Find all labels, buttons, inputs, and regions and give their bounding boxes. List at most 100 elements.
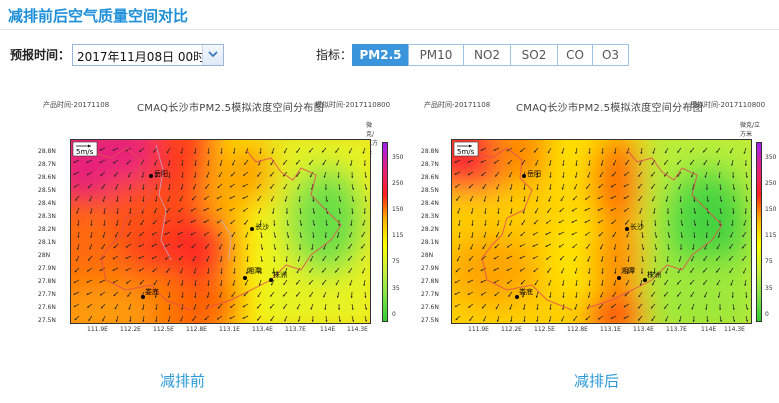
indicator-pm25-button[interactable]: PM2.5 <box>352 44 409 66</box>
city-yueyang: 岳阳 <box>527 169 541 178</box>
colorbar-unit: 微克/立方米 <box>740 122 761 138</box>
city-zhuzhou: 株洲 <box>647 270 661 279</box>
wind-scale-label: 5m/s <box>76 148 94 156</box>
lat-tick: 28N <box>38 252 51 259</box>
forecast-time-select[interactable]: 2017年11月08日 00时 <box>72 44 224 66</box>
forecast-time-label: 预报时间： <box>10 48 71 62</box>
map-after-panel: 产品时间-20171108 CMAQ长沙市PM2.5模拟浓度空间分布图 模拟时间… <box>418 100 776 345</box>
colorbar-tick: 250 <box>765 180 777 187</box>
lat-tick: 28.8N <box>38 148 56 155</box>
colorbar-tick: 35 <box>392 285 400 292</box>
indicator-so2-button[interactable]: SO2 <box>510 44 558 66</box>
concentration-map-before: 5m/s 岳阳 长沙 湘潭 株洲 娄底 <box>70 139 371 324</box>
lat-tick: 28.7N <box>421 161 439 168</box>
lon-tick: 113.4E <box>252 326 273 333</box>
lat-tick: 27.8N <box>421 278 439 285</box>
lat-tick: 28.7N <box>38 161 56 168</box>
colorbar-tick: 115 <box>765 232 777 239</box>
dropdown-arrow-icon[interactable] <box>202 45 223 65</box>
lon-tick: 114.3E <box>724 326 745 333</box>
map-product-time: 产品时间-20171108 <box>43 101 110 109</box>
lat-tick: 27.9N <box>421 265 439 272</box>
lat-tick: 28.2N <box>38 226 56 233</box>
city-zhuzhou: 株洲 <box>273 270 287 279</box>
before-caption: 减排前 <box>160 372 206 390</box>
map-title: CMAQ长沙市PM2.5模拟浓度空间分布图 <box>516 103 704 114</box>
colorbar-tick: 150 <box>392 206 404 213</box>
lon-tick: 114.3E <box>347 326 368 333</box>
after-caption: 减排后 <box>574 372 620 390</box>
lat-tick: 27.6N <box>38 304 56 311</box>
lon-tick: 113.7E <box>666 326 687 333</box>
lat-tick: 28.1N <box>38 239 56 246</box>
lon-tick: 112.8E <box>186 326 207 333</box>
colorbar-tick: 115 <box>392 232 404 239</box>
lon-tick: 113.7E <box>285 326 306 333</box>
lon-tick: 113.1E <box>600 326 621 333</box>
title-divider <box>0 29 779 30</box>
city-loudi: 娄底 <box>519 287 533 296</box>
indicator-co-button[interactable]: CO <box>557 44 593 66</box>
colorbar <box>756 142 762 322</box>
colorbar-tick: 0 <box>392 311 396 318</box>
lat-tick: 28.2N <box>421 226 439 233</box>
lat-tick: 28.4N <box>38 200 56 207</box>
lat-tick: 28.1N <box>421 239 439 246</box>
lat-tick: 27.7N <box>38 291 56 298</box>
city-changsha: 长沙 <box>630 222 644 231</box>
lat-tick: 28.8N <box>421 148 439 155</box>
colorbar-tick: 150 <box>765 206 777 213</box>
city-changsha: 长沙 <box>255 222 269 231</box>
indicator-o3-button[interactable]: O3 <box>592 44 629 66</box>
indicator-pm10-button[interactable]: PM10 <box>408 44 464 66</box>
lat-tick: 28N <box>421 252 434 259</box>
indicator-no2-button[interactable]: NO2 <box>463 44 511 66</box>
lon-tick: 112.5E <box>153 326 174 333</box>
colorbar-tick: 250 <box>392 180 404 187</box>
map-product-time: 产品时间-20171108 <box>424 101 491 109</box>
colorbar-tick: 75 <box>765 258 773 265</box>
indicator-label: 指标： <box>316 48 353 62</box>
lat-tick: 28.6N <box>38 174 56 181</box>
city-xiangtan: 湘潭 <box>247 266 261 275</box>
wind-scale-label: 5m/s <box>457 148 475 156</box>
map-sim-time: 模拟时间-2017110800 <box>690 101 766 109</box>
lat-tick: 28.4N <box>421 200 439 207</box>
lat-tick: 27.7N <box>421 291 439 298</box>
indicator-tabs: PM2.5 PM10 NO2 SO2 CO O3 <box>352 44 629 66</box>
lon-tick: 112.5E <box>534 326 555 333</box>
map-title: CMAQ长沙市PM2.5模拟浓度空间分布图 <box>137 103 325 114</box>
lat-tick: 27.5N <box>421 317 439 324</box>
lon-tick: 111.9E <box>468 326 489 333</box>
lat-tick: 28.3N <box>38 213 56 220</box>
concentration-map-after: 5m/s 岳阳 长沙 湘潭 株洲 娄底 <box>451 139 752 324</box>
map-sim-time: 模拟时间-2017110800 <box>315 101 391 109</box>
lon-tick: 113.1E <box>219 326 240 333</box>
lon-tick: 114E <box>701 326 717 333</box>
city-xiangtan: 湘潭 <box>621 266 635 275</box>
lon-tick: 112.2E <box>120 326 141 333</box>
lat-tick: 28.5N <box>38 187 56 194</box>
map-before-panel: 产品时间-20171108 CMAQ长沙市PM2.5模拟浓度空间分布图 模拟时间… <box>35 100 403 345</box>
colorbar-tick: 75 <box>392 258 400 265</box>
city-loudi: 娄底 <box>145 287 159 296</box>
lat-tick: 27.8N <box>38 278 56 285</box>
colorbar-tick: 0 <box>765 311 769 318</box>
lat-tick: 27.6N <box>421 304 439 311</box>
lat-tick: 27.9N <box>38 265 56 272</box>
lon-tick: 114E <box>320 326 336 333</box>
lon-tick: 112.2E <box>501 326 522 333</box>
colorbar-tick: 350 <box>765 154 777 161</box>
lon-tick: 113.4E <box>633 326 654 333</box>
city-yueyang: 岳阳 <box>154 169 168 178</box>
forecast-time-value: 2017年11月08日 00时 <box>77 50 206 64</box>
lat-tick: 28.5N <box>421 187 439 194</box>
colorbar-tick: 350 <box>392 154 404 161</box>
lat-tick: 28.6N <box>421 174 439 181</box>
colorbar <box>382 142 388 322</box>
lon-tick: 112.8E <box>567 326 588 333</box>
page-title: 减排前后空气质量空间对比 <box>8 7 189 25</box>
lat-tick: 28.3N <box>421 213 439 220</box>
lat-tick: 27.5N <box>38 317 56 324</box>
colorbar-tick: 35 <box>765 285 773 292</box>
